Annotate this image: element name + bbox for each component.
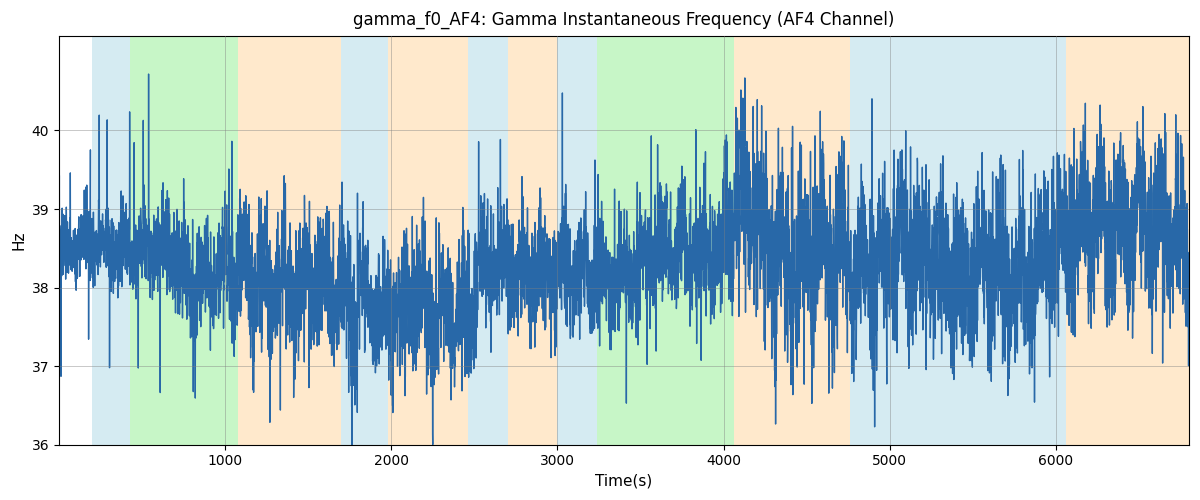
- X-axis label: Time(s): Time(s): [595, 474, 653, 489]
- Bar: [342, 36, 388, 445]
- Bar: [558, 36, 598, 445]
- Bar: [92, 36, 131, 445]
- Y-axis label: Hz: Hz: [11, 230, 26, 250]
- Bar: [733, 36, 850, 445]
- Bar: [239, 36, 342, 445]
- Bar: [388, 36, 468, 445]
- Bar: [1066, 36, 1189, 445]
- Bar: [508, 36, 558, 445]
- Bar: [468, 36, 508, 445]
- Bar: [598, 36, 733, 445]
- Title: gamma_f0_AF4: Gamma Instantaneous Frequency (AF4 Channel): gamma_f0_AF4: Gamma Instantaneous Freque…: [353, 11, 895, 30]
- Bar: [131, 36, 239, 445]
- Bar: [850, 36, 1066, 445]
